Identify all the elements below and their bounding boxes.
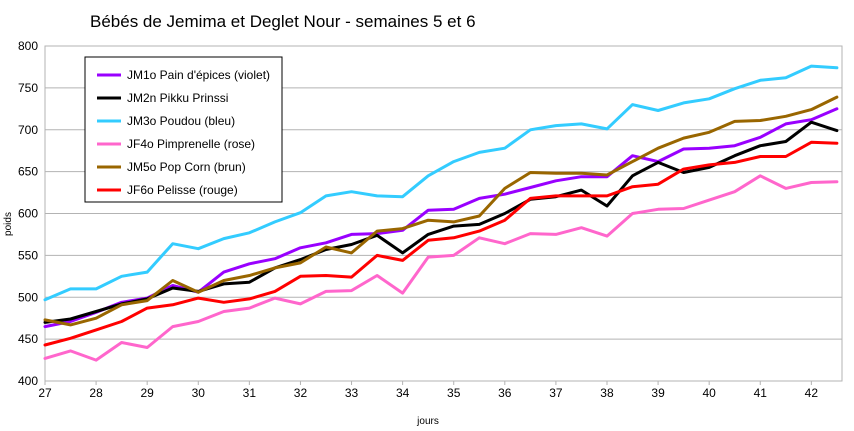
y-axis-label: poids <box>3 212 14 236</box>
x-tick-label: 38 <box>600 386 614 400</box>
series-line-2 <box>43 120 839 324</box>
legend-label: JM1o Pain d'épices (violet) <box>127 68 270 82</box>
x-tick-label: 41 <box>754 386 768 400</box>
legend-label: JF4o Pimprenelle (rose) <box>127 137 255 151</box>
y-tick-label: 600 <box>18 207 38 221</box>
legend-box <box>84 56 283 203</box>
x-tick-label: 37 <box>549 386 563 400</box>
x-tick-label: 36 <box>498 386 512 400</box>
y-axis-ticks: 400 450 500 550 600 650 700 750 800 <box>18 39 38 388</box>
series-line-5 <box>43 95 839 327</box>
x-tick-label: 27 <box>38 386 52 400</box>
x-tick-label: 42 <box>805 386 819 400</box>
x-tick-label: 33 <box>345 386 359 400</box>
x-tick-label: 32 <box>294 386 308 400</box>
legend-label: JM5o Pop Corn (brun) <box>127 160 246 174</box>
y-tick-label: 500 <box>18 290 38 304</box>
x-axis-label: jours <box>416 416 439 427</box>
y-tick-label: 750 <box>18 81 38 95</box>
series-line-3 <box>43 64 839 302</box>
y-tick-label: 800 <box>18 39 38 53</box>
x-tick-label: 30 <box>192 386 206 400</box>
x-axis-ticks: 27 28 29 30 31 32 33 34 35 36 37 38 39 40 41 42 <box>38 381 818 400</box>
series-line-6 <box>43 140 839 347</box>
series-line-4 <box>43 174 839 362</box>
x-tick-label: 39 <box>651 386 665 400</box>
series-lines <box>43 64 839 362</box>
x-tick-label: 29 <box>140 386 154 400</box>
legend-label: JM3o Poudou (bleu) <box>127 114 235 128</box>
series-line-1 <box>43 107 839 329</box>
y-tick-label: 400 <box>18 374 38 388</box>
x-tick-label: 40 <box>702 386 716 400</box>
chart-title: Bébés de Jemima et Deglet Nour - semaine… <box>90 12 476 31</box>
y-tick-label: 700 <box>18 123 38 137</box>
legend-label: JF6o Pelisse (rouge) <box>127 183 238 197</box>
y-tick-label: 550 <box>18 248 38 262</box>
y-tick-label: 650 <box>18 165 38 179</box>
x-tick-label: 28 <box>89 386 103 400</box>
x-tick-label: 35 <box>447 386 461 400</box>
y-tick-label: 450 <box>18 332 38 346</box>
legend: JM1o Pain d'épices (violet) JM2n Pikku Pr… <box>84 56 283 203</box>
plot-frame <box>44 45 843 382</box>
legend-label: JM2n Pikku Prinssi <box>127 91 228 105</box>
x-tick-label: 34 <box>396 386 410 400</box>
x-tick-label: 31 <box>243 386 257 400</box>
